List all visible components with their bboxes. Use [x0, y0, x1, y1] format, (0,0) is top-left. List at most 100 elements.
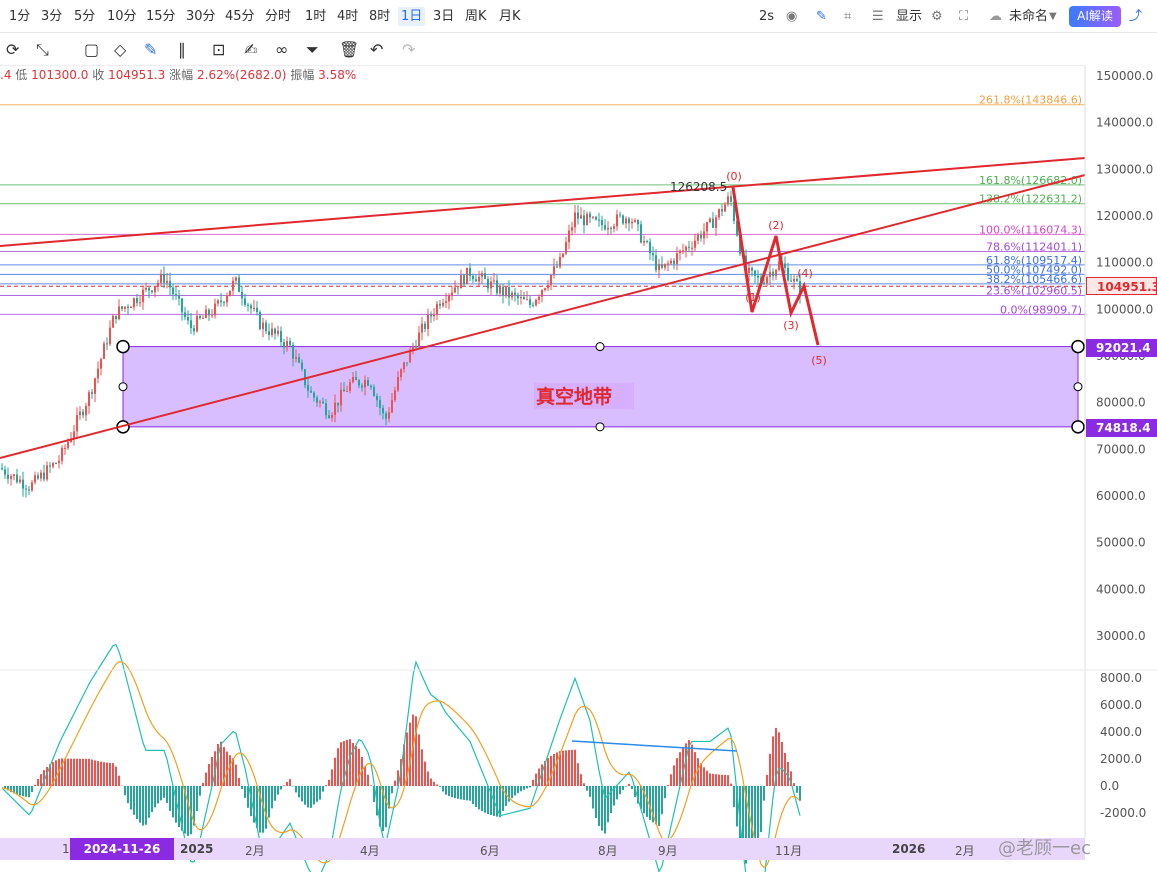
timeframe-4[interactable]: 15分 [143, 7, 179, 26]
candle-body [562, 254, 564, 257]
candle-body [346, 391, 348, 392]
macd-histogram-bar [670, 774, 672, 786]
candle-body [790, 280, 792, 281]
timeframe-12[interactable]: 3日 [430, 7, 457, 26]
macd-histogram-bar [655, 786, 657, 824]
link-icon[interactable]: ∞ [275, 40, 293, 58]
timeframe-13[interactable]: 周K [462, 7, 490, 26]
timeframe-8[interactable]: 1时 [302, 7, 329, 26]
zone-midhandle [1074, 383, 1082, 391]
wave-label: (2) [768, 219, 784, 232]
candle-body [418, 332, 420, 347]
macd-histogram-bar [40, 774, 42, 786]
macd-histogram-bar [580, 774, 582, 786]
camera-icon[interactable]: ◉ [786, 7, 797, 26]
candle-body [766, 277, 768, 283]
candle-body [661, 264, 663, 268]
edit-icon[interactable]: ✍ [244, 40, 262, 58]
candle-body [238, 277, 240, 292]
macd-histogram-bar [22, 786, 24, 796]
time-tick-label: 9月 [658, 842, 678, 859]
macd-tick-label: -2000.0 [1100, 806, 1146, 820]
candle-body [517, 295, 519, 298]
macd-histogram-bar [235, 765, 237, 786]
macd-histogram-bar [694, 752, 696, 786]
candle-body [244, 298, 246, 304]
magnet-icon[interactable]: ⟳ [6, 40, 24, 58]
candle-body [109, 328, 111, 345]
ruler-icon[interactable]: ⤡ [36, 40, 54, 58]
macd-histogram-bar [127, 786, 129, 803]
filter-icon[interactable]: ⏷ [306, 40, 324, 58]
macd-histogram-bar [76, 759, 78, 786]
eraser-icon[interactable]: ◇ [114, 40, 132, 58]
interval-label[interactable]: 2s [759, 7, 774, 26]
settings-icon[interactable]: ⚙ [931, 7, 943, 26]
timeframe-1[interactable]: 3分 [38, 7, 65, 26]
crop-icon[interactable]: ⌗ [844, 7, 851, 26]
candle-body [94, 378, 96, 394]
delete-icon[interactable]: 🗑 [339, 40, 357, 58]
ai-interpret-button[interactable]: AI解读 [1069, 6, 1121, 27]
timeframe-3[interactable]: 10分 [104, 7, 140, 26]
share-icon[interactable]: ⤴ [1129, 7, 1142, 26]
candle-body [685, 247, 687, 251]
candle-body [343, 390, 345, 392]
candle-body [49, 465, 51, 466]
candle-body [604, 225, 606, 229]
candle-body [772, 272, 774, 276]
timeframe-7[interactable]: 分时 [262, 7, 294, 26]
candle-body [301, 363, 303, 370]
pen-icon[interactable]: ✎ [816, 7, 827, 26]
timeframe-14[interactable]: 月K [496, 7, 524, 26]
candle-body [502, 287, 504, 296]
timeframe-9[interactable]: 4时 [334, 7, 361, 26]
timeframe-11[interactable]: 1日 [398, 7, 425, 26]
candle-body [568, 231, 570, 242]
macd-histogram-bar [130, 786, 132, 810]
low-label: 低 [15, 68, 27, 82]
fullscreen-icon[interactable]: ⛶ [959, 7, 968, 26]
timeframe-6[interactable]: 45分 [222, 7, 258, 26]
price-tick-label: 120000.0 [1096, 209, 1153, 223]
price-tick-label: 100000.0 [1096, 302, 1153, 316]
macd-histogram-bar [730, 784, 732, 786]
macd-histogram-bar [67, 759, 69, 786]
chart-name[interactable]: 未命名 [1009, 7, 1048, 26]
redo-icon[interactable]: ↷ [402, 40, 420, 58]
timeframe-10[interactable]: 8时 [366, 7, 393, 26]
fib-label: 261.8%(143846.6) [979, 94, 1082, 107]
candle-body [220, 301, 222, 303]
undo-icon[interactable]: ↶ [370, 40, 388, 58]
chevron-down-icon[interactable]: ▼ [1049, 7, 1057, 26]
candle-body [187, 317, 189, 320]
timeframe-5[interactable]: 30分 [183, 7, 219, 26]
list-icon[interactable]: ☰ [872, 7, 884, 26]
candle-body [592, 217, 594, 218]
display-button[interactable]: 显示 [896, 7, 922, 26]
draw-pen-icon[interactable]: ✎ [144, 40, 162, 58]
candle-body [541, 290, 543, 297]
candle-body [556, 266, 558, 267]
layers-icon[interactable]: ▢ [84, 40, 102, 58]
timeframe-0[interactable]: 1分 [6, 7, 33, 26]
candle-body [586, 214, 588, 225]
macd-histogram-bar [535, 774, 537, 786]
timeframe-2[interactable]: 5分 [71, 7, 98, 26]
macd-histogram-bar [289, 779, 291, 786]
macd-histogram-bar [415, 716, 417, 786]
candle-body [391, 400, 393, 412]
candle-body [472, 276, 474, 279]
macd-histogram-bar [721, 775, 723, 786]
pattern-icon[interactable]: ∥ [178, 40, 196, 58]
macd-histogram-bar [94, 760, 96, 786]
candle-body [322, 402, 324, 404]
candle-body [640, 224, 642, 242]
price-tick-label: 50000.0 [1096, 536, 1146, 550]
lock-icon[interactable]: ⊡ [212, 40, 230, 58]
macd-histogram-bar [706, 771, 708, 786]
candle-body [289, 341, 291, 345]
macd-histogram-bar [496, 786, 498, 817]
candle-body [211, 315, 213, 316]
